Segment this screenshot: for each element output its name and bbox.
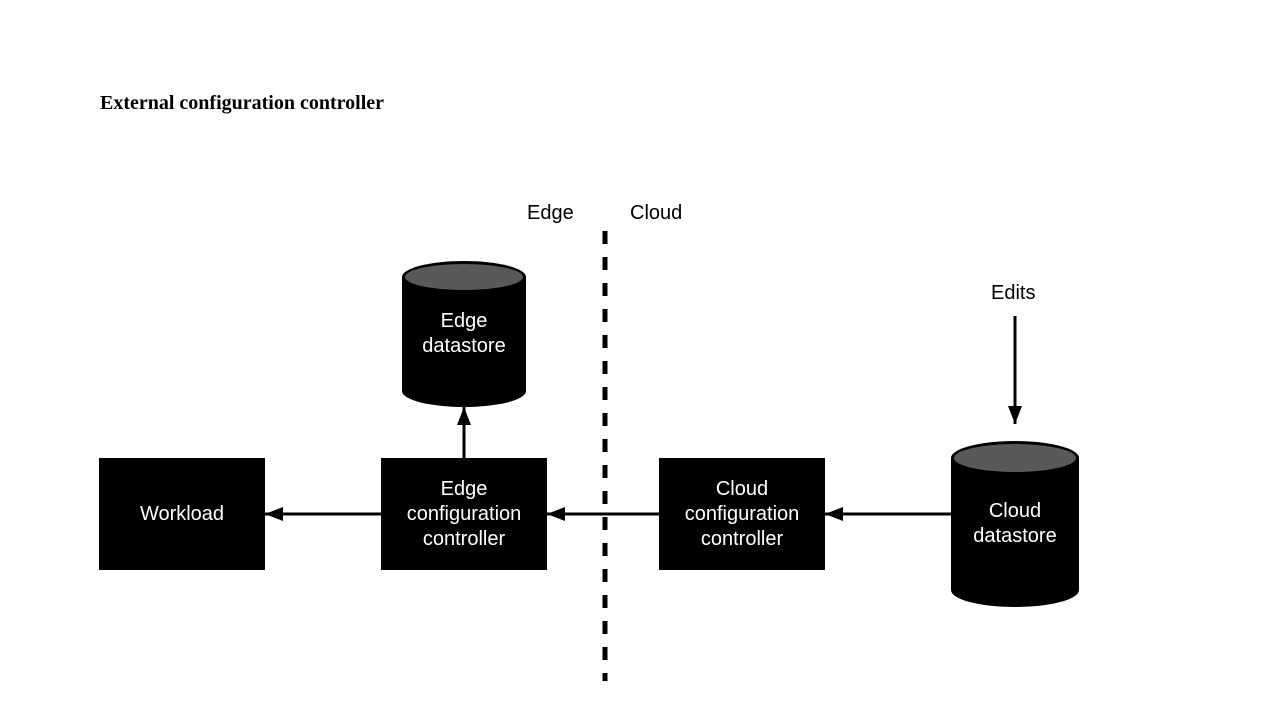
arrows-group (265, 316, 1015, 514)
node-workload: Workload (99, 458, 265, 570)
node-cloud-controller: Cloudconfigurationcontroller (659, 458, 825, 570)
node-cloud-datastore-label: Clouddatastore (951, 499, 1079, 549)
node-edge-datastore: Edgedatastore (402, 261, 526, 407)
node-cloud-datastore: Clouddatastore (951, 441, 1079, 607)
region-label-edge: Edge (527, 202, 574, 225)
edits-label: Edits (991, 282, 1035, 305)
region-label-cloud: Cloud (630, 202, 682, 225)
diagram-title: External configuration controller (100, 92, 384, 115)
node-edge-datastore-label: Edgedatastore (402, 309, 526, 359)
node-edge-controller: Edgeconfigurationcontroller (381, 458, 547, 570)
